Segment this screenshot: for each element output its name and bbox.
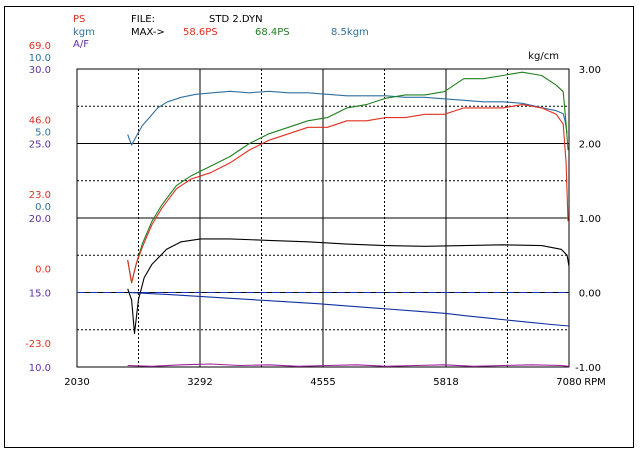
series-line-kgm <box>127 90 568 146</box>
right-tick-label: -1.00 <box>575 363 601 374</box>
left-tick-ps: 69.0 <box>29 41 51 52</box>
max-ps-1: 58.6PS <box>183 27 218 38</box>
right-axis-title: kg/cm <box>528 51 559 62</box>
x-axis-title: RPM <box>584 377 606 388</box>
legend-kgm: kgm <box>73 27 95 38</box>
x-tick-label: 3292 <box>187 377 212 388</box>
file-label: FILE: <box>131 14 155 25</box>
x-tick-label: 4555 <box>310 377 335 388</box>
x-tick-label: 7080 <box>556 377 581 388</box>
legend-ps: PS <box>73 14 85 25</box>
series-line-black <box>127 238 570 335</box>
left-tick-ps: -23.0 <box>25 339 51 350</box>
left-tick-ps: 23.0 <box>29 190 51 201</box>
right-tick-label: 2.00 <box>579 140 601 151</box>
file-name: STD 2.DYN <box>209 14 263 25</box>
left-tick-af: 20.0 <box>29 214 51 225</box>
left-tick-kgm: 10.0 <box>29 53 51 64</box>
series-line-ps <box>127 104 569 284</box>
right-tick-label: 1.00 <box>579 214 601 225</box>
left-tick-ps: 46.0 <box>29 116 51 127</box>
left-tick-af: 25.0 <box>29 140 51 151</box>
left-tick-af: 30.0 <box>29 65 51 76</box>
series-line-navy <box>128 291 570 327</box>
left-tick-kgm: 0.0 <box>35 202 51 213</box>
right-tick-label: 0.00 <box>579 289 601 300</box>
left-tick-kgm: 5.0 <box>35 128 51 139</box>
dyno-chart-frame: 30.0 10.0 69.0 25.0 5.0 46.0 20.0 0.0 23.0 15.0 0.… <box>4 6 634 448</box>
max-kgm: 8.5kgm <box>331 27 369 38</box>
max-label: MAX-> <box>131 27 165 38</box>
series-line-purple <box>127 363 570 367</box>
x-tick-label: 5818 <box>433 377 458 388</box>
series-line-green <box>127 71 569 284</box>
right-tick-label: 3.00 <box>579 65 601 76</box>
left-tick-af: 10.0 <box>29 363 51 374</box>
left-tick-ps: 0.0 <box>35 265 51 276</box>
max-ps-2: 68.4PS <box>255 27 290 38</box>
x-tick-label: 2030 <box>64 377 89 388</box>
dyno-chart: 30.010.069.025.05.046.020.00.023.015.00.… <box>25 14 606 388</box>
left-tick-af: 15.0 <box>29 289 51 300</box>
legend-af: A/F <box>73 39 89 50</box>
